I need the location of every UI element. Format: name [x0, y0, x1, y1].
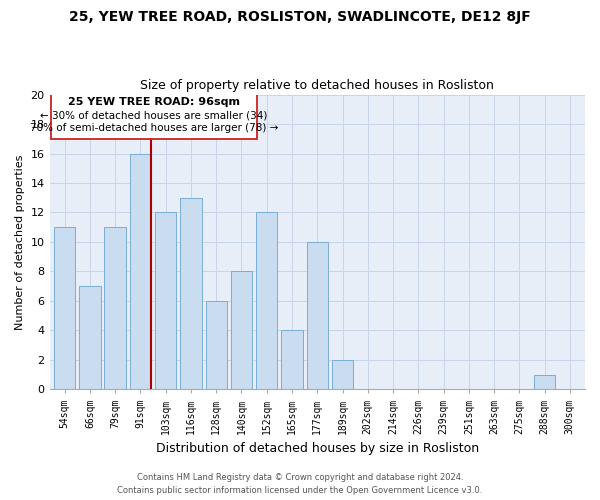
Bar	[104, 227, 126, 390]
Bar	[206, 301, 227, 390]
Bar	[256, 212, 277, 390]
Y-axis label: Number of detached properties: Number of detached properties	[15, 154, 25, 330]
Bar	[281, 330, 303, 390]
Title: Size of property relative to detached houses in Rosliston: Size of property relative to detached ho…	[140, 79, 494, 92]
Bar	[332, 360, 353, 390]
Bar	[534, 374, 556, 390]
Text: Contains HM Land Registry data © Crown copyright and database right 2024.
Contai: Contains HM Land Registry data © Crown c…	[118, 474, 482, 495]
Bar	[307, 242, 328, 390]
Bar	[79, 286, 101, 390]
Bar	[180, 198, 202, 390]
Text: 25 YEW TREE ROAD: 96sqm: 25 YEW TREE ROAD: 96sqm	[68, 97, 240, 107]
Text: 70% of semi-detached houses are larger (78) →: 70% of semi-detached houses are larger (…	[29, 124, 278, 134]
Bar	[231, 272, 252, 390]
Bar	[130, 154, 151, 390]
FancyBboxPatch shape	[51, 94, 257, 139]
X-axis label: Distribution of detached houses by size in Rosliston: Distribution of detached houses by size …	[156, 442, 479, 455]
Bar	[54, 227, 76, 390]
Text: ← 30% of detached houses are smaller (34): ← 30% of detached houses are smaller (34…	[40, 110, 268, 120]
Bar	[155, 212, 176, 390]
Text: 25, YEW TREE ROAD, ROSLISTON, SWADLINCOTE, DE12 8JF: 25, YEW TREE ROAD, ROSLISTON, SWADLINCOT…	[69, 10, 531, 24]
